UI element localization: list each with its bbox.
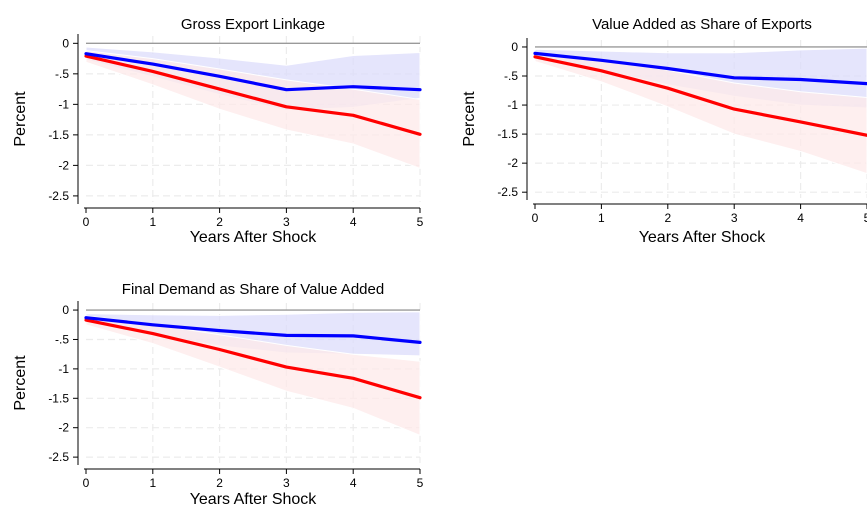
y-tick-label: -2 — [507, 156, 518, 170]
x-tick-label: 5 — [417, 215, 424, 229]
y-tick-label: -1.5 — [48, 391, 69, 405]
y-tick-label: -2.5 — [48, 450, 69, 464]
y-tick-label: -1 — [58, 362, 69, 376]
red-series-line — [84, 318, 422, 400]
y-tick-label: -1 — [507, 98, 518, 112]
x-axis-label: Years After Shock — [190, 491, 318, 506]
panel-value-added-share-exports: 0 -.5 -1 -1.5 -2 -2.5 0 1 2 3 4 5 Value Added as Sh… — [461, 16, 867, 246]
x-tick-label: 2 — [664, 211, 671, 225]
blue-series-line — [84, 52, 422, 92]
y-tick-label: -1 — [58, 97, 69, 111]
red-confidence-band — [85, 50, 421, 170]
x-tick-label: 3 — [283, 215, 290, 229]
plot-area: 0 -.5 -1 -1.5 -2 -2.5 0 1 2 3 4 5 — [497, 38, 867, 225]
y-tick-label: -2 — [58, 421, 69, 435]
y-axis-label: Percent — [12, 91, 29, 147]
plot-area: 0 -.5 -1 -1.5 -2 -2.5 0 1 2 3 4 5 — [48, 301, 424, 490]
y-tick-label: -.5 — [55, 332, 69, 346]
red-confidence-band — [534, 51, 867, 175]
panel-gross-export-linkage: 0 -.5 -1 -1.5 -2 -2.5 0 1 2 3 4 5 Gross Export Link… — [12, 16, 424, 246]
y-axis-label: Percent — [12, 355, 29, 411]
y-tick-label: 0 — [62, 36, 69, 50]
y-axis-label: Percent — [461, 91, 478, 147]
panel-title: Value Added as Share of Exports — [592, 16, 812, 33]
x-axis-label: Years After Shock — [639, 229, 767, 246]
red-series-line — [84, 54, 422, 136]
y-tick-label: -.5 — [55, 67, 69, 81]
y-tick-label: -2 — [58, 158, 69, 172]
blue-series-line — [533, 51, 867, 86]
x-axis-label: Years After Shock — [190, 229, 318, 246]
x-tick-label: 5 — [864, 211, 867, 225]
x-tick-label: 1 — [598, 211, 605, 225]
y-tick-label: 0 — [62, 303, 69, 317]
x-tick-label: 2 — [216, 476, 223, 490]
plot-area: 0 -.5 -1 -1.5 -2 -2.5 0 1 2 3 4 5 — [48, 34, 424, 229]
y-tick-label: -.5 — [504, 69, 518, 83]
panel-final-demand-share-value-added: 0 -.5 -1 -1.5 -2 -2.5 0 1 2 3 4 5 Final Demand as S… — [12, 281, 424, 506]
x-tick-label: 0 — [532, 211, 539, 225]
x-tick-label: 1 — [149, 215, 156, 229]
x-tick-label: 4 — [350, 476, 357, 490]
y-tick-label: -1.5 — [497, 127, 518, 141]
y-tick-label: -2.5 — [48, 189, 69, 203]
panel-title: Gross Export Linkage — [181, 16, 325, 33]
red-series-line — [533, 55, 867, 137]
x-tick-label: 0 — [83, 215, 90, 229]
panel-title: Final Demand as Share of Value Added — [122, 281, 384, 298]
y-tick-label: 0 — [511, 40, 518, 54]
x-tick-label: 3 — [731, 211, 738, 225]
x-tick-label: 2 — [216, 215, 223, 229]
x-tick-label: 4 — [797, 211, 804, 225]
x-tick-label: 4 — [350, 215, 357, 229]
x-tick-label: 5 — [417, 476, 424, 490]
y-tick-label: -2.5 — [497, 185, 518, 199]
y-tick-label: -1.5 — [48, 128, 69, 142]
blue-series-line — [84, 316, 422, 344]
red-confidence-band — [85, 315, 421, 437]
x-tick-label: 3 — [283, 476, 290, 490]
x-tick-label: 0 — [83, 476, 90, 490]
x-tick-label: 1 — [149, 476, 156, 490]
